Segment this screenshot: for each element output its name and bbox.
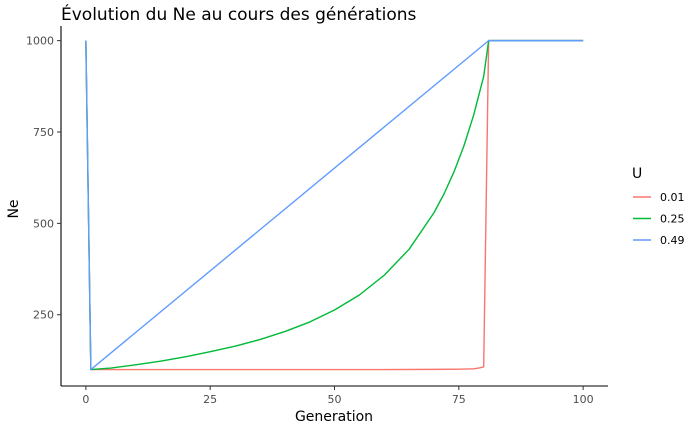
series-line-0.01 bbox=[85, 39, 584, 371]
y-tick-label: 250 bbox=[33, 309, 54, 322]
y-tick-label: 500 bbox=[33, 217, 54, 230]
y-tick-label: 1000 bbox=[26, 35, 54, 48]
series-line-0.49 bbox=[85, 39, 584, 371]
legend: U 0.01 0.25 0.49 bbox=[632, 166, 685, 247]
x-axis-ticks: 0 25 50 75 100 bbox=[82, 386, 594, 406]
x-tick-label: 75 bbox=[452, 393, 466, 406]
series-line-0.25 bbox=[85, 39, 584, 371]
y-tick-label: 750 bbox=[33, 126, 54, 139]
plot-area bbox=[85, 39, 584, 371]
legend-items: 0.01 0.25 0.49 bbox=[633, 191, 685, 247]
legend-label-0.25: 0.25 bbox=[660, 213, 685, 226]
chart-title: Évolution du Ne au cours des générations bbox=[61, 3, 417, 25]
x-tick-label: 100 bbox=[573, 393, 594, 406]
x-tick-label: 0 bbox=[82, 393, 89, 406]
x-tick-label: 50 bbox=[328, 393, 342, 406]
x-tick-label: 25 bbox=[203, 393, 217, 406]
x-axis-title: Generation bbox=[295, 409, 373, 425]
y-axis-ticks: 250 500 750 1000 bbox=[26, 35, 61, 322]
y-axis-title: Ne bbox=[6, 199, 22, 218]
legend-label-0.49: 0.49 bbox=[660, 234, 685, 247]
legend-title: U bbox=[632, 166, 642, 182]
legend-label-0.01: 0.01 bbox=[660, 191, 685, 204]
